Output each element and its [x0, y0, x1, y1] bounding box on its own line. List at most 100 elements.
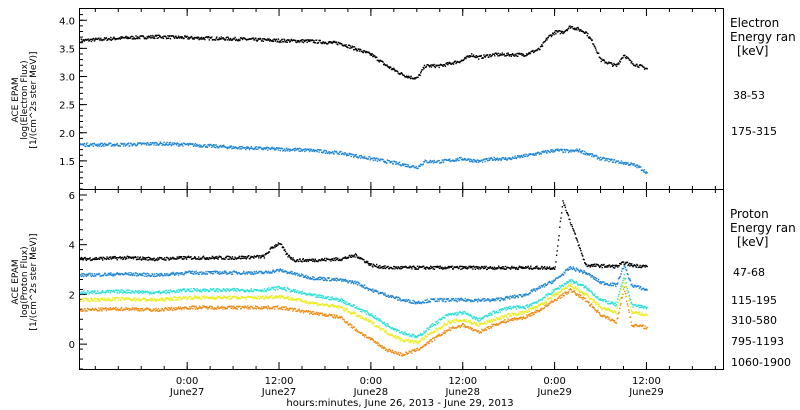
electron-point — [432, 162, 435, 164]
electron-point — [298, 150, 300, 152]
proton-point — [561, 284, 563, 286]
proton-point — [95, 258, 97, 261]
electron-point — [550, 149, 552, 151]
electron-point — [343, 154, 345, 156]
proton-point — [115, 257, 118, 259]
proton-point — [355, 307, 357, 309]
proton-point — [125, 257, 128, 260]
proton-point — [175, 297, 178, 299]
proton-point — [110, 289, 113, 292]
proton-point — [447, 297, 450, 300]
proton-point — [201, 273, 203, 275]
proton-point — [225, 257, 227, 259]
proton-point — [343, 279, 345, 281]
proton-point — [107, 300, 109, 302]
proton-point — [383, 265, 385, 268]
electron-point — [214, 144, 216, 146]
proton-point — [642, 265, 644, 268]
proton-point — [591, 291, 593, 293]
electron-point — [116, 142, 118, 145]
proton-point — [97, 290, 99, 292]
proton-point — [346, 257, 348, 260]
proton-point — [522, 267, 524, 270]
proton-point — [304, 292, 306, 295]
proton-point — [156, 275, 158, 277]
proton-point — [95, 273, 98, 275]
proton-point — [216, 288, 219, 290]
proton-point — [502, 299, 505, 301]
electron-point — [348, 44, 350, 46]
proton-point — [102, 289, 104, 292]
proton-point — [336, 277, 338, 280]
electron-point — [535, 154, 537, 156]
electron-point — [324, 149, 326, 151]
proton-point — [602, 300, 604, 302]
proton-point — [103, 297, 105, 299]
proton-point — [248, 271, 250, 273]
electron-point — [188, 143, 190, 145]
electron-point — [646, 68, 648, 70]
electron-point — [619, 60, 621, 62]
proton-point — [263, 290, 265, 293]
proton-point — [552, 282, 554, 284]
proton-point — [374, 289, 376, 291]
electron-point — [455, 62, 457, 65]
proton-point — [180, 273, 182, 275]
proton-point — [90, 299, 93, 301]
proton-point — [125, 298, 127, 300]
proton-point — [165, 292, 167, 295]
proton-point — [502, 267, 504, 270]
electron-point — [127, 143, 129, 145]
proton-point — [265, 253, 267, 255]
proton-point — [352, 256, 354, 258]
proton-point — [165, 298, 168, 300]
electron-point — [588, 154, 590, 156]
electron-point — [172, 143, 175, 146]
proton-point — [245, 291, 247, 293]
proton-point — [119, 299, 121, 302]
proton-point — [237, 288, 239, 290]
electron-point — [411, 166, 413, 168]
electron-point — [467, 56, 470, 58]
electron-point — [162, 144, 165, 146]
electron-point — [379, 160, 381, 162]
proton-point — [536, 265, 538, 267]
proton-point — [563, 282, 565, 285]
proton-point — [169, 258, 171, 261]
electron-point — [202, 145, 204, 148]
proton-point — [568, 268, 570, 270]
electron-point — [554, 150, 556, 153]
proton-point — [326, 279, 328, 282]
electron-point — [629, 59, 632, 62]
electron-point — [472, 55, 474, 57]
electron-point — [561, 149, 563, 152]
electron-point — [631, 163, 634, 165]
proton-point — [505, 296, 508, 299]
proton-point — [351, 281, 353, 283]
proton-point — [169, 297, 172, 299]
proton-point — [130, 292, 133, 294]
electron-point — [244, 147, 246, 149]
proton-point — [149, 274, 151, 276]
proton-point — [82, 259, 84, 261]
electron-point — [541, 44, 543, 46]
electron-point — [161, 144, 163, 146]
proton-point — [169, 299, 171, 302]
proton-point — [129, 297, 131, 300]
proton-point — [420, 333, 422, 336]
proton-point — [404, 300, 407, 303]
proton-point — [638, 304, 640, 306]
electron-point — [369, 52, 371, 55]
proton-point — [431, 266, 434, 268]
proton-point — [275, 245, 278, 247]
proton-point — [452, 312, 454, 315]
proton-point — [305, 276, 308, 279]
proton-point — [455, 313, 457, 315]
proton-point — [566, 212, 568, 214]
proton-point — [349, 303, 351, 305]
proton-point — [363, 261, 366, 263]
proton-point — [243, 291, 246, 293]
proton-point — [380, 266, 382, 268]
proton-point — [292, 290, 294, 292]
electron-point — [543, 151, 546, 153]
